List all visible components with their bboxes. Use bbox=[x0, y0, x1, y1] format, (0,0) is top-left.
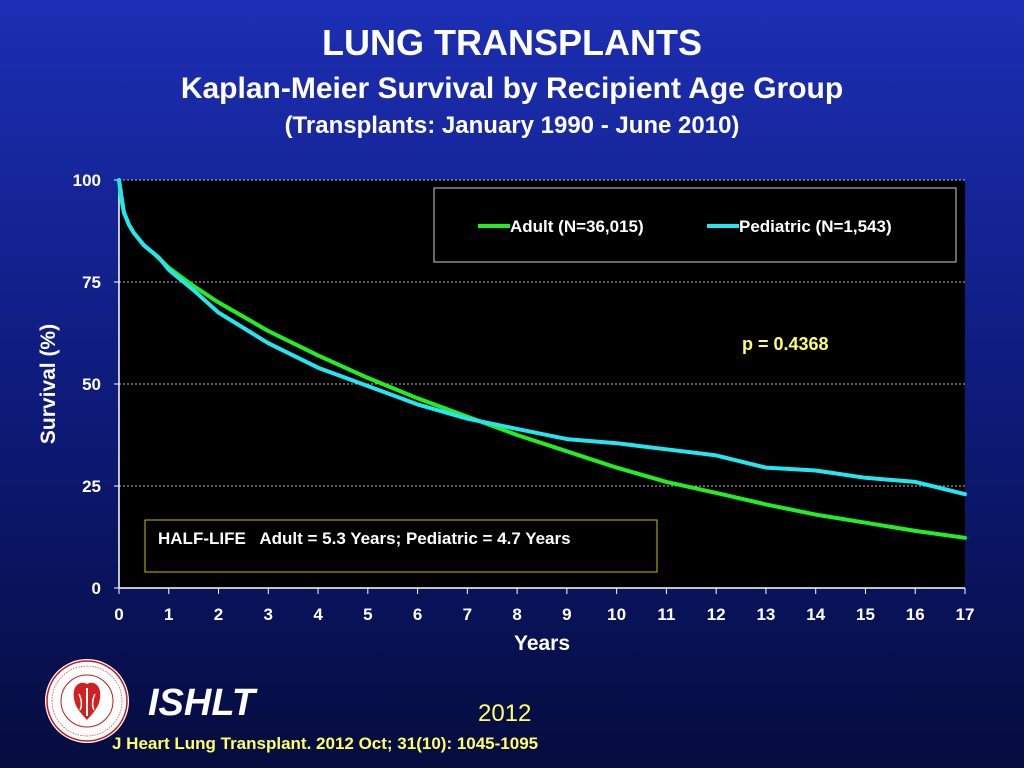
x-tick-label: 1 bbox=[164, 605, 173, 624]
x-tick-label: 17 bbox=[956, 605, 975, 624]
x-tick-label: 15 bbox=[856, 605, 875, 624]
y-tick-label: 100 bbox=[73, 171, 101, 190]
x-tick-label: 0 bbox=[114, 605, 123, 624]
x-tick-label: 4 bbox=[313, 605, 323, 624]
y-tick-label: 50 bbox=[82, 375, 101, 394]
x-axis-title: Years bbox=[514, 632, 570, 655]
y-tick-label: 0 bbox=[92, 579, 101, 598]
legend-label-pediatric: Pediatric (N=1,543) bbox=[739, 217, 892, 236]
x-tick-label: 2 bbox=[214, 605, 223, 624]
legend: Adult (N=36,015) Pediatric (N=1,543) bbox=[433, 187, 957, 263]
y-axis-title: Survival (%) bbox=[37, 324, 60, 444]
org-name: ISHLT bbox=[148, 682, 255, 724]
chart-date-range: (Transplants: January 1990 - June 2010) bbox=[284, 112, 740, 139]
x-tick-label: 16 bbox=[906, 605, 925, 624]
x-tick-label: 5 bbox=[363, 605, 372, 624]
ishlt-logo bbox=[45, 659, 129, 743]
chart-title: LUNG TRANSPLANTS bbox=[322, 22, 702, 63]
x-tick-label: 14 bbox=[806, 605, 825, 624]
citation: J Heart Lung Transplant. 2012 Oct; 31(10… bbox=[112, 734, 539, 753]
x-tick-label: 10 bbox=[607, 605, 626, 624]
half-life-border bbox=[144, 519, 658, 573]
x-tick-label: 12 bbox=[707, 605, 726, 624]
p-value-annotation: p = 0.4368 bbox=[742, 334, 829, 354]
x-tick-label: 3 bbox=[264, 605, 273, 624]
x-tick-label: 9 bbox=[562, 605, 571, 624]
x-tick-label: 13 bbox=[756, 605, 775, 624]
half-life-box: HALF-LIFE Adult = 5.3 Years; Pediatric =… bbox=[144, 519, 658, 573]
legend-box bbox=[433, 187, 957, 263]
grid-lines bbox=[119, 179, 965, 487]
chart-subtitle: Kaplan-Meier Survival by Recipient Age G… bbox=[180, 72, 844, 105]
x-tick-label: 6 bbox=[413, 605, 422, 624]
half-life-text: HALF-LIFE Adult = 5.3 Years; Pediatric =… bbox=[158, 529, 571, 548]
series-line-pediatric bbox=[117, 178, 967, 497]
x-tick-label: 11 bbox=[657, 605, 675, 624]
x-tick-label: 7 bbox=[463, 605, 472, 624]
y-tick-label: 25 bbox=[82, 477, 101, 496]
legend-label-adult: Adult (N=36,015) bbox=[510, 217, 644, 236]
publication-year: 2012 bbox=[478, 700, 532, 727]
series-lines bbox=[117, 178, 967, 540]
y-tick-label: 75 bbox=[82, 273, 101, 292]
x-tick-label: 8 bbox=[512, 605, 521, 624]
